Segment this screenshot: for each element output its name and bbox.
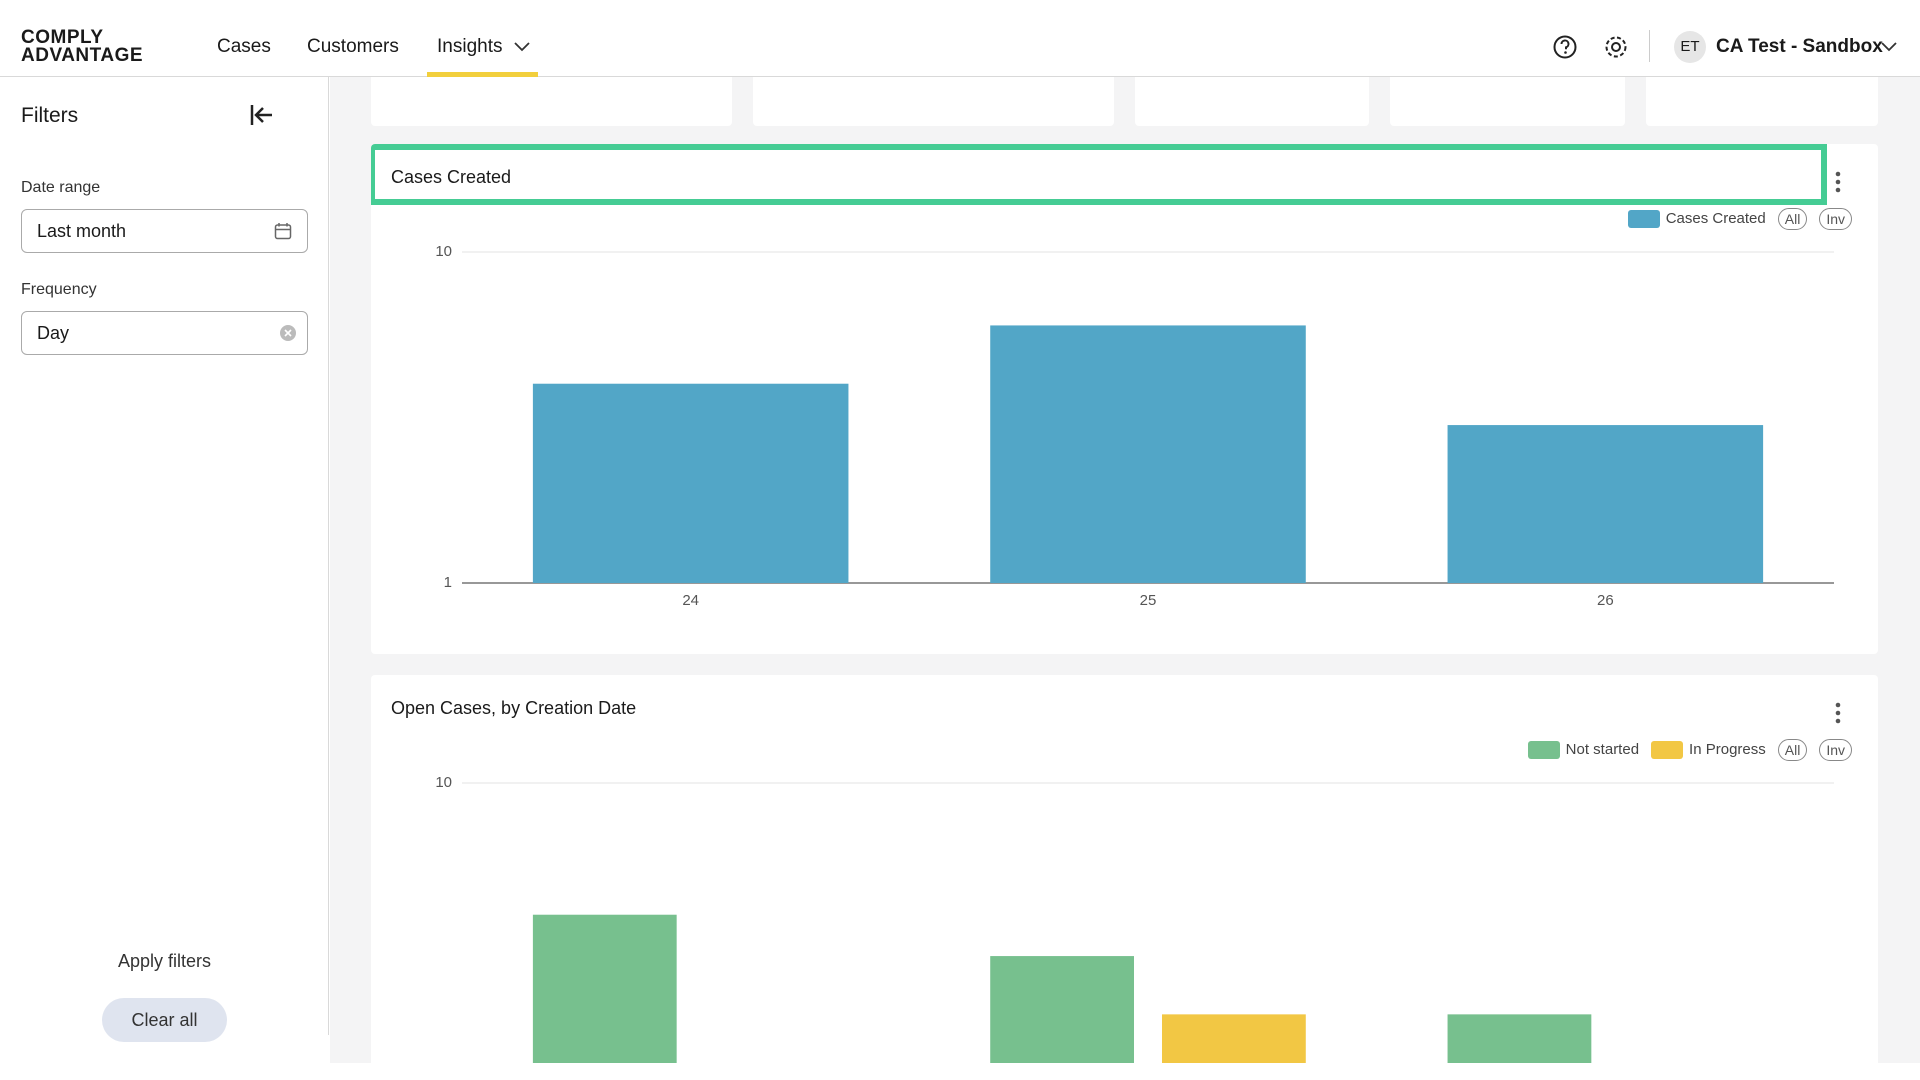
calendar-icon	[274, 223, 292, 240]
summary-card	[1646, 77, 1878, 126]
x-tick-label: 24	[682, 592, 699, 609]
clear-icon[interactable]	[279, 324, 297, 342]
legend-item[interactable]: Not started	[1527, 740, 1640, 760]
field-label: Date range	[21, 179, 101, 196]
nav-label: Insights	[437, 36, 503, 57]
dashboard: Cases Created Cases Created All Inv 1 10 24 25 2…	[330, 77, 1920, 1063]
y-tick-label: 10	[435, 243, 452, 260]
summary-card	[371, 77, 732, 126]
panel-title: Filters	[21, 104, 79, 127]
input-value: Last month	[37, 221, 127, 241]
more-menu[interactable]	[1834, 170, 1842, 194]
bar	[532, 914, 677, 1063]
dot	[1835, 702, 1841, 708]
collapse-icon[interactable]	[250, 104, 274, 126]
chart-card: Open Cases, by Creation Date Not started I…	[371, 675, 1878, 1063]
field-label: Frequency	[21, 281, 97, 298]
y-tick-label: 10	[435, 774, 452, 791]
help-icon[interactable]	[1552, 34, 1578, 60]
chart-card: Cases Created Cases Created All Inv 1 10 24 25 2…	[371, 144, 1878, 654]
legend-swatch	[1527, 741, 1560, 760]
chevron	[1881, 42, 1897, 52]
dot	[1835, 179, 1841, 185]
settings-icon[interactable]	[1603, 34, 1629, 60]
logo-text: ADVANTAGE	[21, 45, 144, 66]
bar	[1447, 1014, 1592, 1063]
legend: Cases Created All Inv	[1627, 208, 1852, 230]
bar	[990, 956, 1134, 1063]
top-bar: COMPLY ADVANTAGE Cases Customers Insights…	[0, 0, 1920, 77]
apply-filters-button[interactable]: Apply filters	[117, 951, 212, 971]
nav-item[interactable]: Cases	[217, 36, 271, 57]
logo-text: COMPLY	[21, 27, 104, 48]
clear-all-button[interactable]: Clear all	[102, 998, 227, 1042]
bar	[532, 383, 849, 583]
dot	[1835, 710, 1841, 716]
bar	[1447, 425, 1764, 583]
chart-plot: 1 10 24 25 26	[435, 243, 1834, 609]
legend-label: Cases Created	[1665, 209, 1766, 227]
x-tick-label: 25	[1140, 592, 1157, 609]
nav-item[interactable]: Customers	[307, 36, 399, 57]
highlight-box	[371, 144, 1827, 205]
legend-label: In Progress	[1689, 740, 1766, 758]
separator	[1649, 30, 1650, 62]
legend-button[interactable]: Inv	[1819, 739, 1852, 761]
legend-button[interactable]: Inv	[1819, 208, 1852, 230]
chart-title: Open Cases, by Creation Date	[391, 698, 637, 718]
bar	[1162, 1014, 1306, 1063]
summary-card	[753, 77, 1114, 126]
input-value: Day	[37, 323, 70, 343]
legend-button[interactable]: All	[1777, 208, 1808, 230]
x-tick-label: 26	[1597, 592, 1614, 609]
filters-panel: Filters Date range Last month Frequency …	[0, 77, 329, 1042]
chart-title: Cases Created	[391, 167, 512, 187]
dot	[1835, 171, 1841, 177]
legend-swatch	[1651, 741, 1684, 760]
date-range-input[interactable]: Last month	[21, 209, 308, 253]
legend: Not started In Progress All Inv	[1527, 739, 1852, 761]
dot	[1835, 187, 1841, 193]
chevron	[514, 42, 530, 52]
legend-item[interactable]: In Progress	[1651, 740, 1766, 760]
avatar[interactable]: ET	[1674, 31, 1706, 63]
dot	[1835, 718, 1841, 724]
legend-label: Not started	[1565, 740, 1640, 758]
nav-item[interactable]: Insights	[437, 36, 530, 58]
summary-card	[1135, 77, 1369, 126]
frequency-input[interactable]: Day	[21, 311, 308, 355]
legend-item[interactable]: Cases Created	[1627, 209, 1766, 229]
summary-card	[1390, 77, 1625, 126]
logo[interactable]: COMPLY ADVANTAGE	[21, 27, 144, 66]
legend-button[interactable]: All	[1777, 739, 1808, 761]
bar	[990, 325, 1306, 583]
legend-swatch	[1627, 210, 1660, 229]
active-tab-indicator	[427, 72, 538, 77]
more-menu[interactable]	[1834, 701, 1842, 725]
y-tick-label: 1	[444, 574, 452, 591]
chart-plot: 10	[435, 774, 1834, 1063]
account-name[interactable]: CA Test - Sandbox	[1716, 36, 1883, 57]
